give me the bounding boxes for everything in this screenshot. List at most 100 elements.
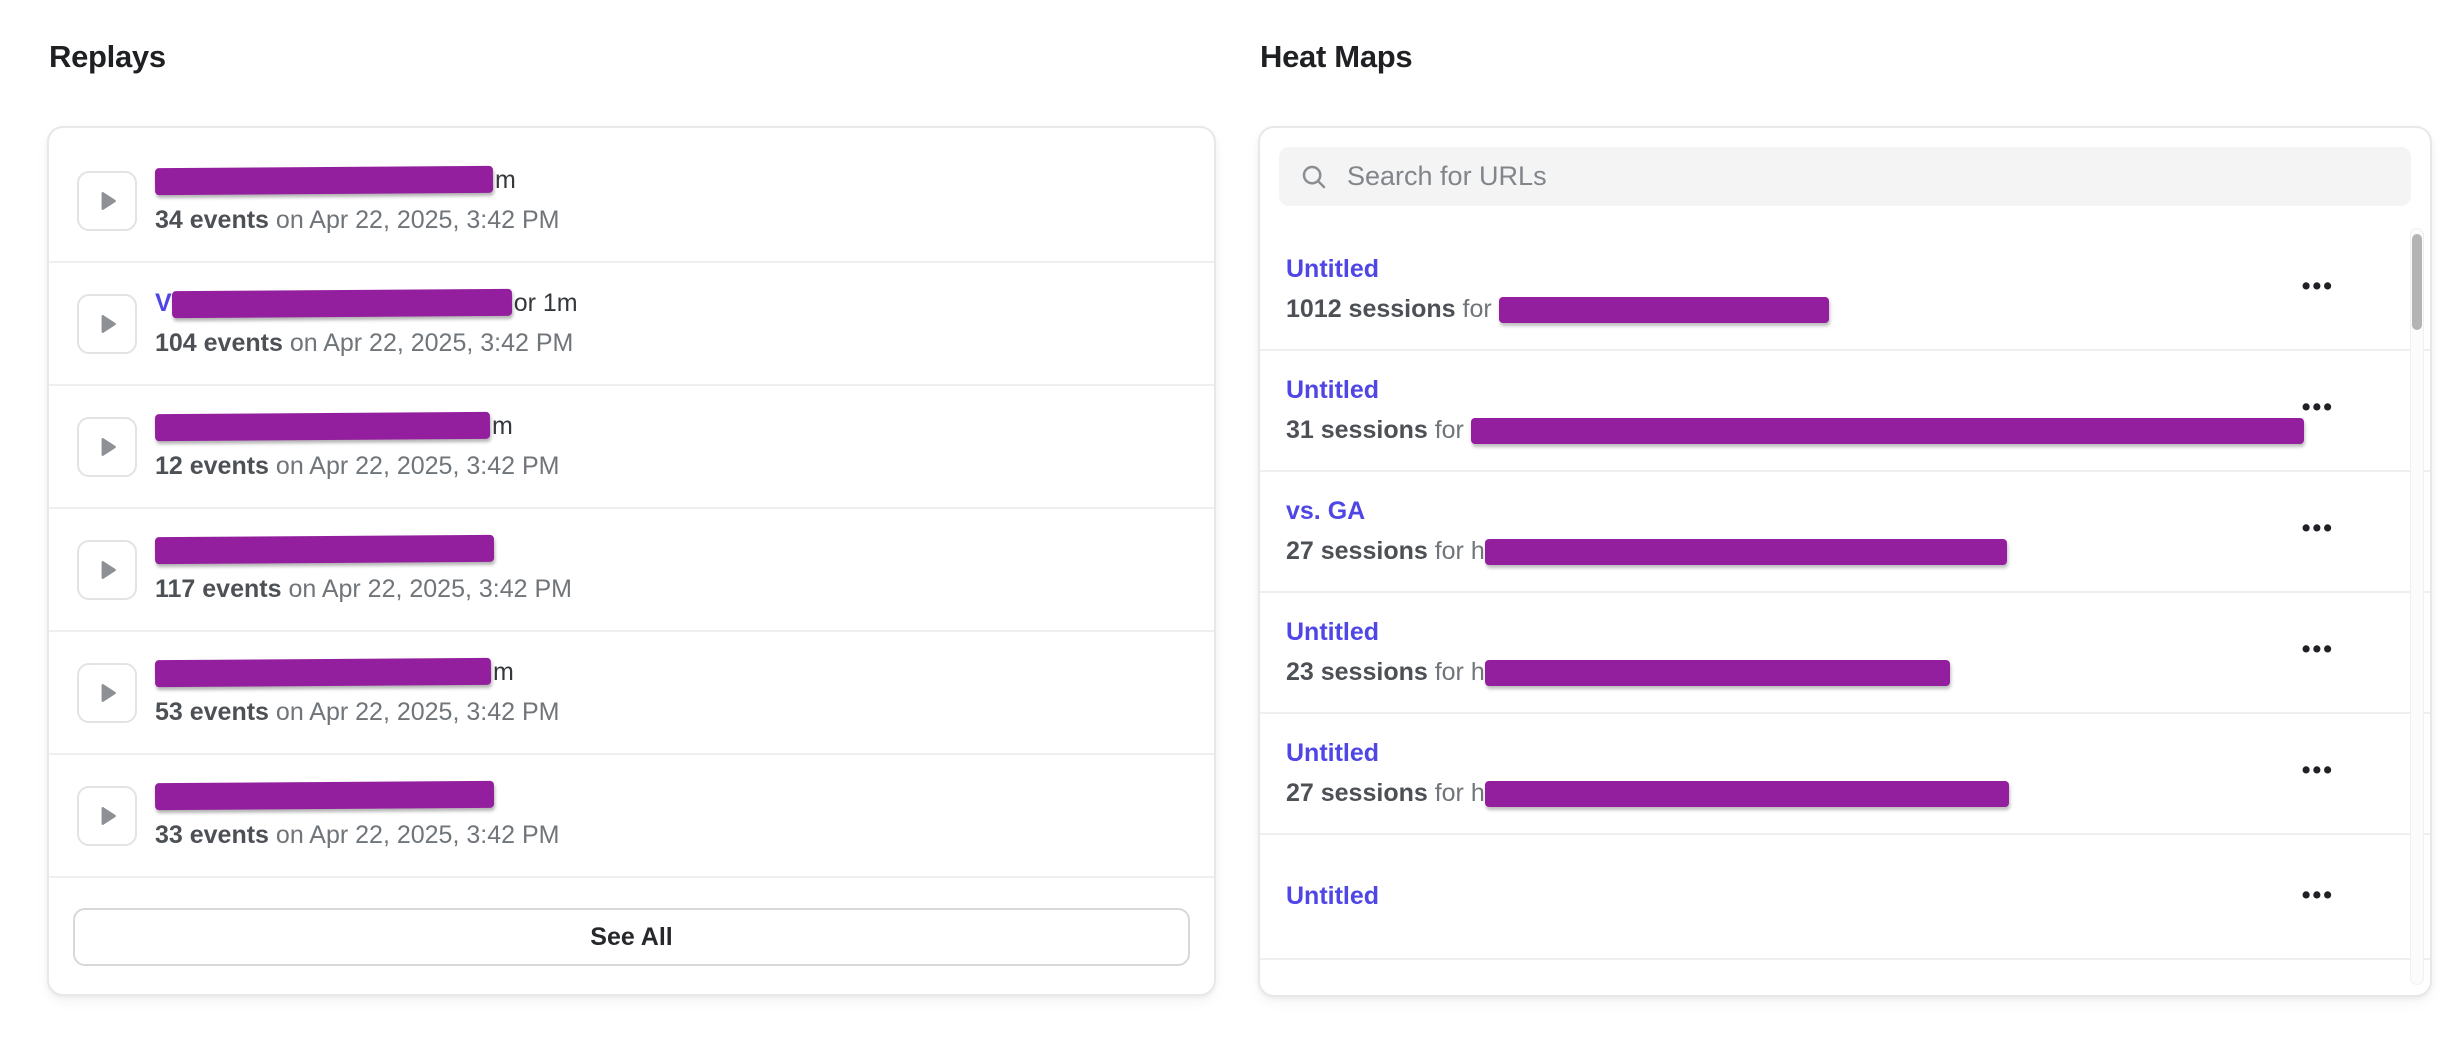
replay-date: on Apr 22, 2025, 3:42 PM [268,452,560,480]
visitor-name-link[interactable]: V [155,289,172,317]
url-prefix: h [1470,779,1485,807]
for-label: for [1427,779,1471,807]
heatmaps-title: Heat Maps [1260,39,1413,74]
play-icon [94,311,120,337]
redaction-bar [154,165,494,196]
heatmap-url-line: 23 sessions for h [1286,657,2310,688]
redaction-bar [1498,296,1829,323]
heatmap-title-link[interactable]: vs. GA [1286,497,1366,525]
redaction-bar [1484,538,2007,565]
heatmap-row[interactable]: Untitled 31 sessions for ••• [1260,351,2430,472]
replay-date: on Apr 22, 2025, 3:42 PM [268,206,560,234]
more-options-button[interactable]: ••• [2298,514,2338,542]
redaction-bar [154,780,495,811]
redaction-bar [1484,780,2009,807]
replays-section: Replays m 34 events on Apr 22, 2025, 3:4… [47,36,1216,997]
more-options-button[interactable]: ••• [2298,881,2338,909]
visitor-name-line: m [154,411,559,442]
replay-row[interactable]: 117 events on Apr 22, 2025, 3:42 PM [49,509,1214,632]
more-options-button[interactable]: ••• [2298,756,2338,784]
heatmap-row[interactable]: Untitled ••• [1260,835,2430,960]
heatmap-row[interactable]: Untitled 1012 sessions for ••• [1260,230,2430,351]
redaction-bar [1470,417,2304,444]
redaction-bar [154,534,495,565]
more-options-button[interactable]: ••• [2298,393,2338,421]
see-all-container: See All [49,878,1214,994]
see-all-button[interactable]: See All [73,908,1190,966]
replay-row[interactable]: m 34 events on Apr 22, 2025, 3:42 PM [49,140,1214,263]
ellipsis-icon: ••• [2301,881,2334,909]
heatmap-row-partial[interactable]: Untitled [1260,960,2430,995]
heatmap-url-line: 31 sessions for [1286,415,2310,446]
heatmap-url-line: 27 sessions for h [1286,778,2310,809]
replay-meta-line: 53 events on Apr 22, 2025, 3:42 PM [155,697,559,728]
session-count: 31 sessions [1286,416,1428,444]
play-button[interactable] [77,539,137,600]
heatmaps-section: Heat Maps Untitled 1012 sessions for •••… [1258,36,2432,997]
visitor-name-line: m [154,165,559,196]
replay-date: on Apr 22, 2025, 3:42 PM [281,575,572,603]
visit-duration-tail: m [492,412,513,440]
heatmap-title-link[interactable]: Untitled [1286,376,1380,404]
visitor-name-line [154,534,572,565]
event-count: 33 events [155,821,269,849]
more-options-button[interactable]: ••• [2298,635,2338,663]
heatmaps-card: Untitled 1012 sessions for ••• Untitled … [1258,126,2432,997]
play-icon [94,680,120,706]
heatmap-title-link[interactable]: Untitled [1286,618,1380,646]
heatmap-url-line: 1012 sessions for [1286,294,2310,325]
replay-row-text: 117 events on Apr 22, 2025, 3:42 PM [154,534,572,605]
event-count: 104 events [155,329,283,357]
heatmap-row[interactable]: vs. GA 27 sessions for h ••• [1260,472,2430,593]
play-button[interactable] [77,170,137,231]
replay-row[interactable]: m 53 events on Apr 22, 2025, 3:42 PM [49,632,1214,755]
heatmaps-list: Untitled 1012 sessions for ••• Untitled … [1260,230,2430,995]
replay-row-text: m 34 events on Apr 22, 2025, 3:42 PM [154,165,560,236]
ellipsis-icon: ••• [2301,393,2334,421]
session-count: 23 sessions [1286,658,1428,686]
heatmap-url-line: 27 sessions for h [1286,536,2310,567]
session-count: 27 sessions [1286,537,1428,565]
ellipsis-icon: ••• [2301,756,2334,784]
heatmap-title-link[interactable]: Untitled [1286,994,1379,995]
play-button[interactable] [77,785,137,846]
redaction-bar [171,288,512,319]
search-input[interactable] [1345,160,2391,193]
heatmap-row[interactable]: Untitled 27 sessions for h ••• [1260,714,2430,835]
visitor-name-line: m [154,657,559,688]
event-count: 117 events [155,575,282,603]
replay-meta-line: 33 events on Apr 22, 2025, 3:42 PM [155,820,559,851]
event-count: 12 events [155,452,269,480]
play-icon [94,557,120,583]
for-label: for [1427,537,1471,565]
replay-date: on Apr 22, 2025, 3:42 PM [268,821,560,849]
more-options-button[interactable]: ••• [2298,272,2338,300]
ellipsis-icon: ••• [2301,272,2334,300]
heatmap-row[interactable]: Untitled 23 sessions for h ••• [1260,593,2430,714]
play-button[interactable] [77,416,137,477]
heatmap-title-link[interactable]: Untitled [1286,739,1380,767]
replay-row[interactable]: 33 events on Apr 22, 2025, 3:42 PM [49,755,1214,878]
visitor-name-line [154,780,559,811]
play-button[interactable] [77,662,137,723]
play-button[interactable] [77,293,137,354]
play-icon [94,188,120,214]
url-prefix: h [1470,537,1485,565]
search-icon [1299,162,1329,192]
scrollbar-track[interactable] [2410,228,2424,985]
replay-row-text: 33 events on Apr 22, 2025, 3:42 PM [154,780,559,851]
replay-meta-line: 104 events on Apr 22, 2025, 3:42 PM [155,328,578,359]
heatmap-title-link[interactable]: Untitled [1286,255,1380,283]
event-count: 34 events [155,206,269,234]
heatmap-title-link[interactable]: Untitled [1286,882,1380,910]
visit-duration-tail: or 1m [513,289,578,317]
replay-row[interactable]: m 12 events on Apr 22, 2025, 3:42 PM [49,386,1214,509]
visit-duration-tail: m [495,166,516,194]
url-search-bar [1279,147,2411,206]
scrollbar-thumb[interactable] [2412,234,2422,330]
session-count: 1012 sessions [1286,295,1456,323]
